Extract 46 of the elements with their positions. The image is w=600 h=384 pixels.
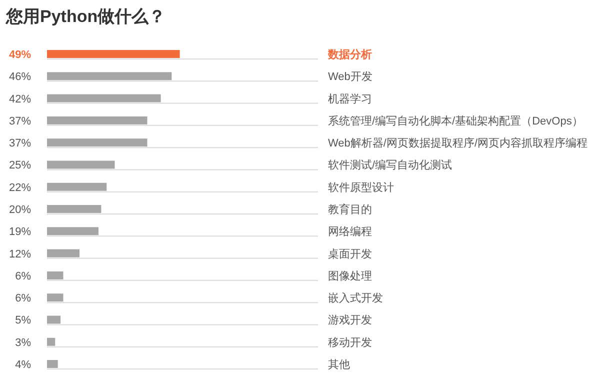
bar <box>47 138 148 147</box>
data-label: 19% <box>8 226 32 238</box>
data-label: 37% <box>8 115 32 128</box>
data-label: 6% <box>15 292 32 305</box>
y-tick-label: 桌面开发 <box>328 247 372 260</box>
y-tick-label: 机器学习 <box>328 93 372 106</box>
y-tick-label: 嵌入式开发 <box>328 292 383 305</box>
bar <box>47 182 107 191</box>
data-label: 46% <box>8 71 32 84</box>
data-label: 6% <box>15 270 32 282</box>
bar <box>47 160 115 169</box>
bar <box>47 72 172 80</box>
bar <box>47 360 58 368</box>
y-tick-label: 教育目的 <box>328 203 372 216</box>
y-tick-label: 其他 <box>328 358 350 371</box>
bar <box>47 271 64 280</box>
data-label: 22% <box>8 182 32 194</box>
y-tick-label: Web解析器/网页数据提取程序/网页内容抓取程序编程 <box>328 136 588 150</box>
bar <box>47 249 80 258</box>
chart-title: 您用Python做什么？ <box>5 7 166 26</box>
data-label: 42% <box>8 93 32 106</box>
bar <box>47 116 148 124</box>
y-tick-label: 网络编程 <box>328 225 372 238</box>
bar <box>47 338 56 346</box>
data-label: 25% <box>8 160 32 172</box>
bar <box>47 94 161 102</box>
y-tick-label: 游戏开发 <box>328 314 372 327</box>
y-tick-label: 软件原型设计 <box>328 180 394 194</box>
bar <box>47 205 102 213</box>
bar <box>47 50 180 58</box>
y-tick-label: 移动开发 <box>328 336 372 349</box>
y-tick-label: 图像处理 <box>328 269 372 282</box>
bar <box>47 227 98 236</box>
data-label: 12% <box>8 248 32 260</box>
data-label: 20% <box>8 204 32 216</box>
data-label: 49% <box>8 49 32 61</box>
bar <box>47 316 61 324</box>
data-label: 37% <box>8 138 32 150</box>
data-label: 4% <box>15 359 32 371</box>
data-label: 3% <box>15 336 32 349</box>
y-tick-label: 软件测试/编写自动化测试 <box>328 158 452 172</box>
y-tick-label: 数据分析 <box>327 48 372 61</box>
bar <box>47 294 64 302</box>
data-label: 5% <box>15 314 32 327</box>
y-tick-label: Web开发 <box>328 71 372 84</box>
y-tick-label: 系统管理/编写自动化脚本/基础架构配置（DevOps） <box>328 114 583 128</box>
